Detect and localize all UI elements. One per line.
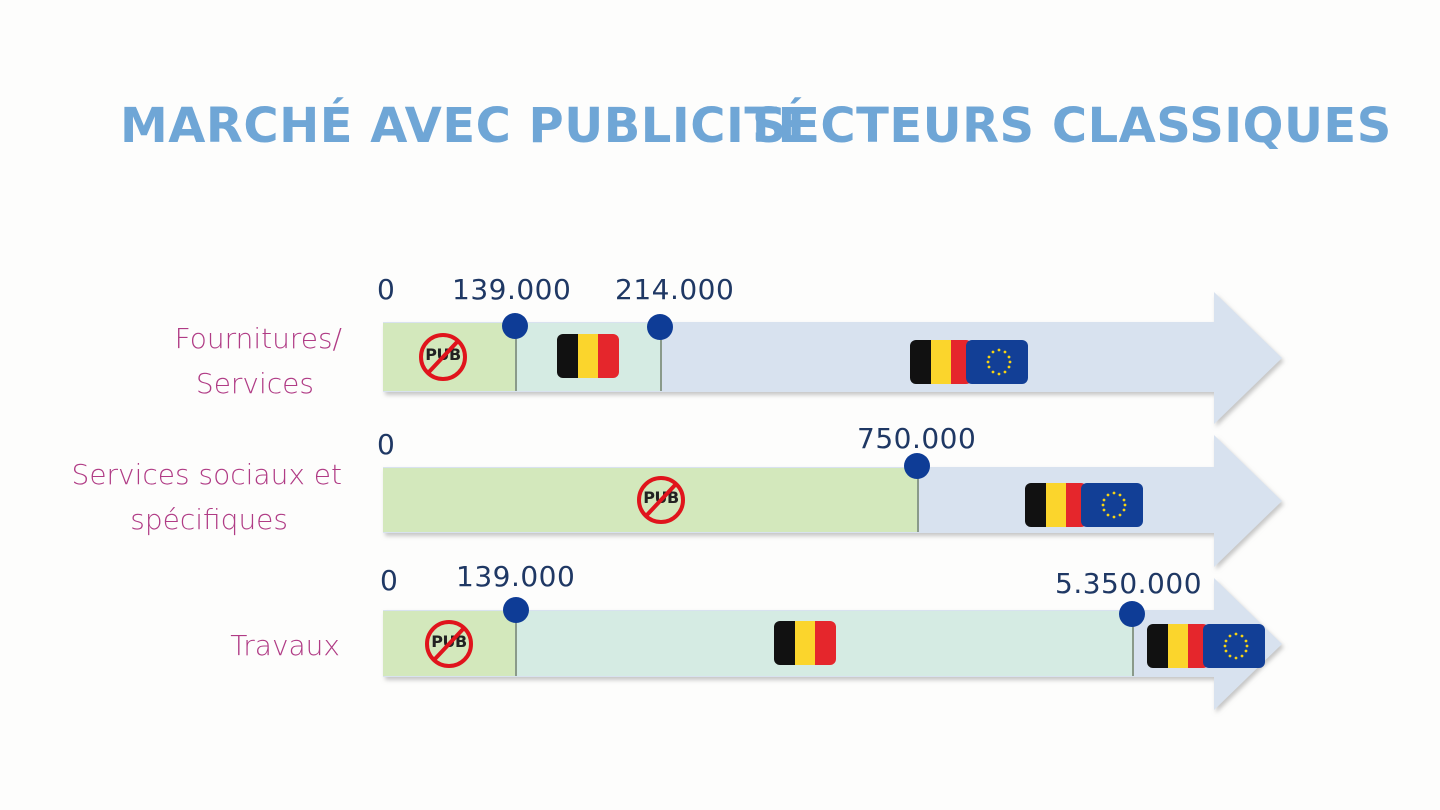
- threshold-start: 0: [377, 428, 396, 461]
- belgium-flag-icon: [557, 334, 619, 378]
- row-label-line: Travaux: [230, 629, 340, 662]
- threshold-start: 0: [380, 564, 399, 597]
- eu-flag-icon: [1203, 624, 1265, 668]
- belgium-flag-icon: [1147, 624, 1209, 668]
- belgium-flag-icon: [910, 340, 972, 384]
- belgium-eu-flags: [1147, 624, 1265, 668]
- page-title-part2: SECTEURS CLASSIQUES: [752, 98, 1392, 154]
- arrow-row-services-sociaux: [383, 435, 1282, 567]
- belgium-flag-icon: [774, 621, 836, 665]
- no-pub-sign-icon: PUB: [417, 331, 469, 383]
- threshold-dot: [1119, 601, 1145, 627]
- threshold-value: 750.000: [857, 422, 977, 455]
- row-label-travaux: Travaux: [230, 623, 340, 668]
- row-label-fournitures: Fournitures/ Services: [175, 316, 342, 406]
- threshold-value: 214.000: [615, 273, 735, 306]
- threshold-dot: [502, 313, 528, 339]
- threshold-value: 5.350.000: [1055, 567, 1203, 600]
- threshold-dot: [904, 453, 930, 479]
- threshold-dot: [647, 314, 673, 340]
- row-label-line: Services: [195, 367, 314, 400]
- eu-flag-icon: [966, 340, 1028, 384]
- belgium-eu-flags: [910, 340, 1028, 384]
- page-title-part1: MARCHÉ AVEC PUBLICITÉ: [120, 98, 811, 154]
- belgium-flag-icon: [1025, 483, 1087, 527]
- threshold-value: 139.000: [452, 273, 572, 306]
- threshold-dot: [503, 597, 529, 623]
- no-pub-sign-icon: PUB: [635, 474, 687, 526]
- threshold-start: 0: [377, 273, 396, 306]
- arrow-row-fournitures: [383, 292, 1282, 424]
- row-label-line: Services sociaux et: [71, 458, 342, 491]
- eu-flag-icon: [1081, 483, 1143, 527]
- row-label-line: Fournitures/: [174, 322, 342, 355]
- belgium-eu-flags: [1025, 483, 1143, 527]
- row-label-services-sociaux: Services sociaux et spécifiques: [72, 452, 342, 542]
- threshold-value: 139.000: [456, 560, 576, 593]
- no-pub-sign-icon: PUB: [423, 618, 475, 670]
- row-label-line: spécifiques: [130, 503, 288, 536]
